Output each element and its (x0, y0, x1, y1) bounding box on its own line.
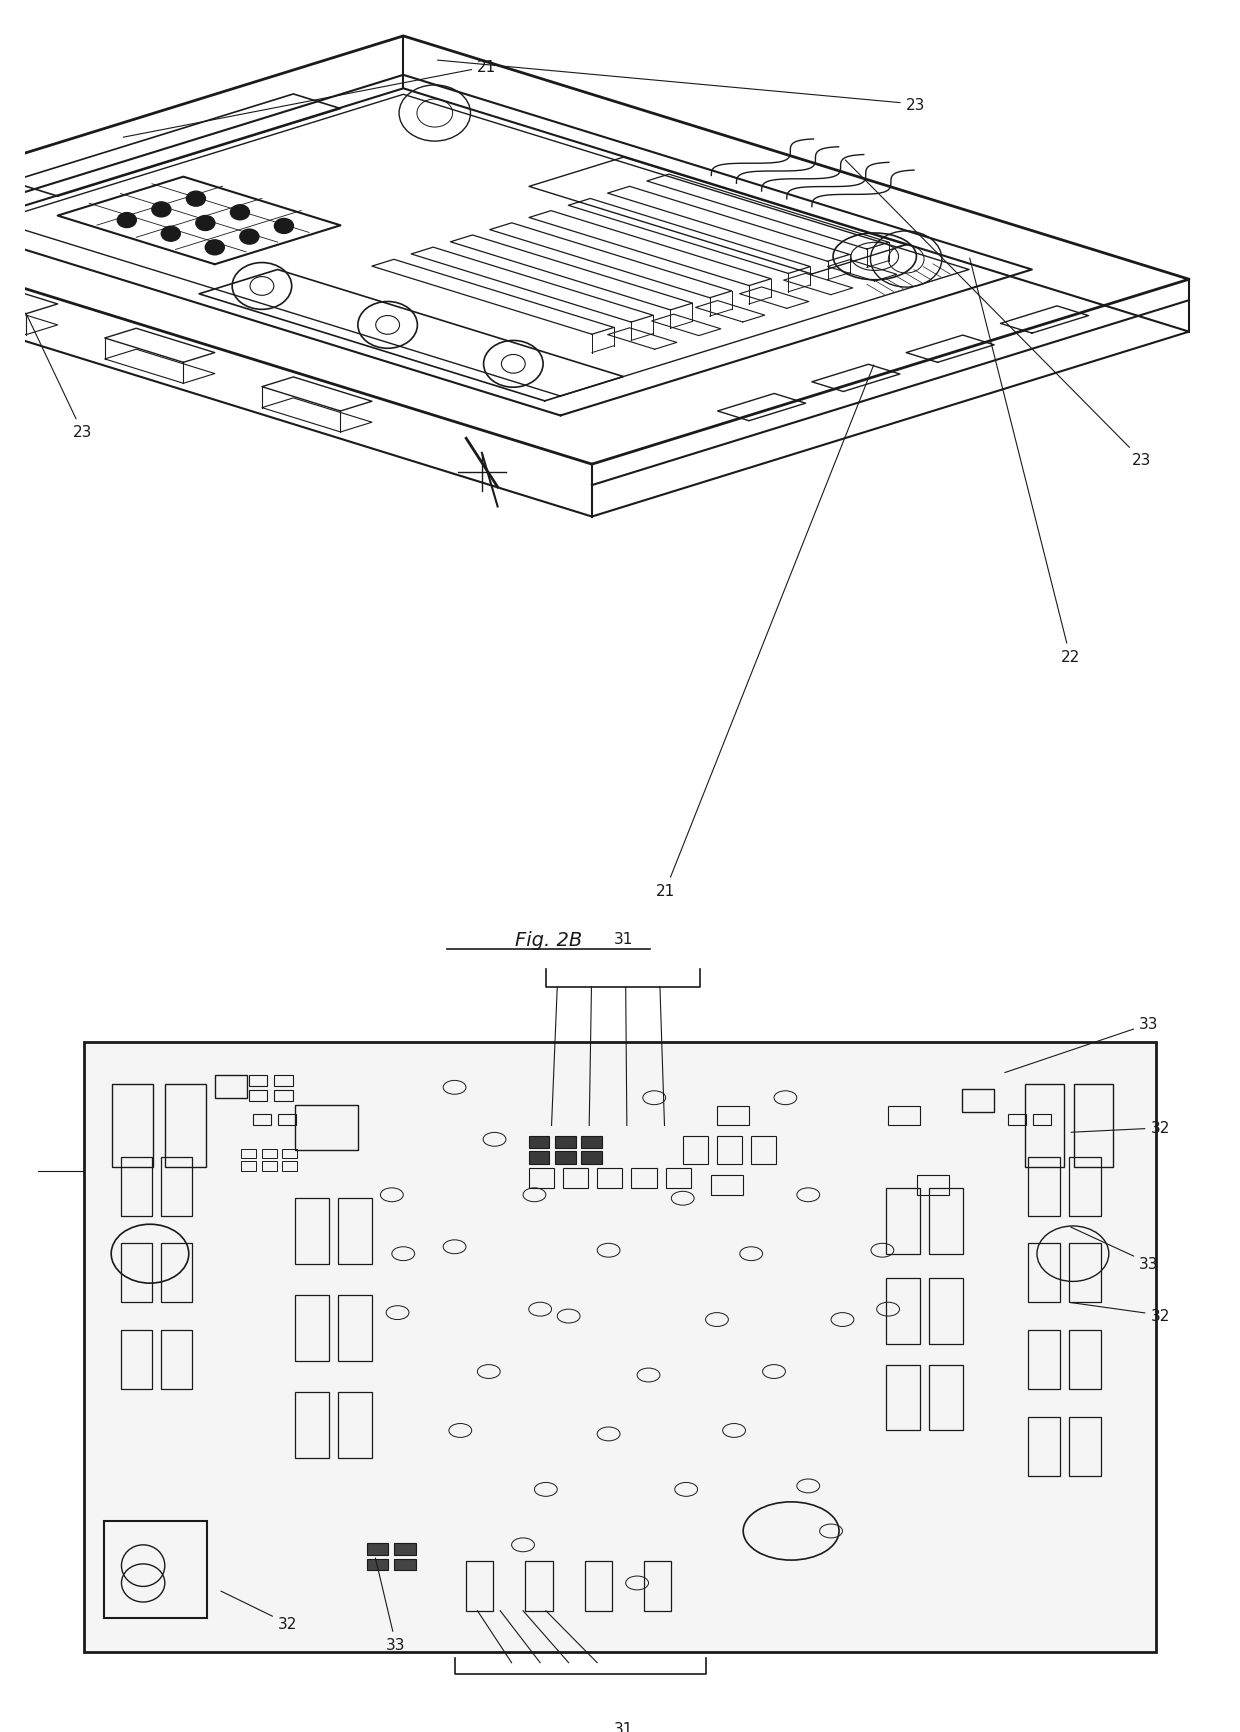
Circle shape (186, 192, 206, 208)
Bar (122, 1244, 153, 1302)
Text: 31: 31 (614, 1722, 634, 1732)
Bar (885, 1188, 920, 1254)
Text: 31: 31 (614, 932, 634, 946)
Bar (339, 1393, 372, 1458)
Bar (1069, 1330, 1101, 1389)
Bar (262, 1162, 277, 1171)
Circle shape (118, 213, 136, 229)
Bar (367, 1543, 388, 1555)
Bar (242, 1150, 257, 1159)
Text: 23: 23 (846, 161, 1151, 468)
Text: 23: 23 (438, 61, 925, 113)
Bar (249, 1091, 268, 1102)
Bar (249, 1076, 268, 1086)
Circle shape (239, 230, 259, 244)
Circle shape (151, 203, 171, 218)
Bar (584, 1561, 613, 1611)
Bar (582, 1152, 601, 1164)
Bar (1008, 1115, 1027, 1126)
Bar (528, 1136, 549, 1148)
Text: 22: 22 (970, 258, 1080, 665)
Bar (283, 1150, 298, 1159)
Bar (367, 1559, 388, 1571)
Bar (563, 1169, 588, 1188)
Text: 32: 32 (221, 1592, 298, 1632)
Bar (916, 1176, 949, 1195)
Bar (295, 1199, 329, 1264)
Bar (962, 1089, 994, 1112)
Bar (751, 1136, 776, 1164)
Circle shape (161, 227, 180, 242)
Bar (556, 1152, 575, 1164)
Text: 23: 23 (27, 317, 92, 440)
Bar (598, 1169, 622, 1188)
Circle shape (206, 241, 224, 256)
Bar (161, 1330, 192, 1389)
Bar (1028, 1157, 1060, 1216)
Text: 33: 33 (376, 1559, 405, 1652)
Bar (394, 1543, 415, 1555)
Bar (262, 1150, 277, 1159)
Bar (84, 1043, 1156, 1652)
Bar (929, 1188, 963, 1254)
Circle shape (231, 206, 249, 220)
Bar (122, 1157, 153, 1216)
Bar (885, 1365, 920, 1431)
Bar (1028, 1244, 1060, 1302)
Bar (1069, 1417, 1101, 1476)
Bar (165, 1084, 206, 1167)
Text: 21: 21 (656, 365, 874, 899)
Bar (712, 1176, 743, 1195)
Bar (1025, 1084, 1064, 1167)
Bar (528, 1152, 549, 1164)
Bar (888, 1107, 920, 1126)
Bar (394, 1559, 415, 1571)
Bar (339, 1296, 372, 1361)
Text: 32: 32 (1071, 1302, 1169, 1323)
Bar (683, 1136, 708, 1164)
Bar (582, 1136, 601, 1148)
Bar (274, 1076, 293, 1086)
Bar (631, 1169, 656, 1188)
Text: 21: 21 (123, 61, 496, 139)
Bar (1028, 1417, 1060, 1476)
Bar (1069, 1244, 1101, 1302)
Bar (161, 1244, 192, 1302)
Bar (295, 1105, 357, 1150)
Bar (466, 1561, 494, 1611)
Bar (283, 1162, 298, 1171)
Bar (929, 1278, 963, 1344)
Bar (295, 1296, 329, 1361)
Bar (666, 1169, 691, 1188)
Text: 32: 32 (1071, 1121, 1169, 1136)
Bar (644, 1561, 671, 1611)
Text: 33: 33 (1071, 1228, 1158, 1271)
Bar (278, 1115, 296, 1126)
Bar (526, 1561, 553, 1611)
Bar (339, 1199, 372, 1264)
Bar (274, 1091, 293, 1102)
Bar (556, 1136, 575, 1148)
Bar (122, 1330, 153, 1389)
Bar (295, 1393, 329, 1458)
Bar (717, 1136, 742, 1164)
Bar (104, 1521, 207, 1618)
Circle shape (274, 220, 294, 234)
Text: Fig. 2B: Fig. 2B (515, 930, 583, 949)
Circle shape (196, 216, 215, 232)
Bar (215, 1076, 247, 1098)
Bar (717, 1107, 749, 1126)
Bar (1033, 1115, 1052, 1126)
Bar (253, 1115, 270, 1126)
Bar (113, 1084, 154, 1167)
Bar (242, 1162, 257, 1171)
Text: 33: 33 (1004, 1017, 1158, 1072)
Bar (1069, 1157, 1101, 1216)
Bar (885, 1278, 920, 1344)
Bar (1074, 1084, 1112, 1167)
Bar (161, 1157, 192, 1216)
Bar (528, 1169, 554, 1188)
Bar (1028, 1330, 1060, 1389)
Bar (929, 1365, 963, 1431)
